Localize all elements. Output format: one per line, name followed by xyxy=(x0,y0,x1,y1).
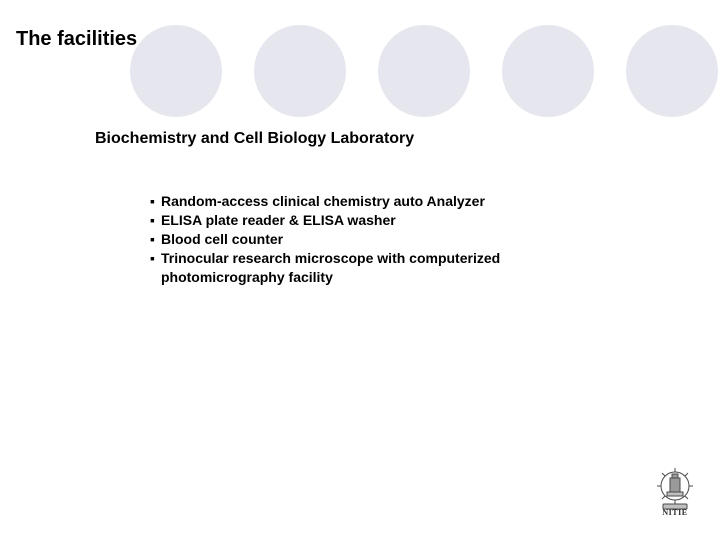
bullet-icon: ▪ xyxy=(150,192,155,211)
decorative-circle xyxy=(378,25,470,117)
logo-icon xyxy=(655,466,695,510)
list-item: ▪ Blood cell counter xyxy=(150,230,620,249)
bullet-text: ELISA plate reader & ELISA washer xyxy=(161,211,396,230)
list-item: ▪ ELISA plate reader & ELISA washer xyxy=(150,211,620,230)
decorative-circles xyxy=(130,25,718,117)
bullet-text: Trinocular research microscope with comp… xyxy=(161,249,620,287)
decorative-circle xyxy=(502,25,594,117)
bullet-icon: ▪ xyxy=(150,211,155,230)
decorative-circle xyxy=(130,25,222,117)
bullet-list: ▪ Random-access clinical chemistry auto A… xyxy=(150,192,620,286)
bullet-icon: ▪ xyxy=(150,249,155,268)
bullet-text: Blood cell counter xyxy=(161,230,283,249)
list-item: ▪ Random-access clinical chemistry auto A… xyxy=(150,192,620,211)
page-title: The facilities xyxy=(16,28,137,51)
logo-label: NITIE xyxy=(662,508,687,517)
nitie-logo: NITIE xyxy=(652,466,698,526)
list-item: ▪ Trinocular research microscope with com… xyxy=(150,249,620,287)
section-subtitle: Biochemistry and Cell Biology Laboratory xyxy=(95,130,414,148)
bullet-icon: ▪ xyxy=(150,230,155,249)
bullet-text: Random-access clinical chemistry auto An… xyxy=(161,192,485,211)
decorative-circle xyxy=(254,25,346,117)
decorative-circle xyxy=(626,25,718,117)
